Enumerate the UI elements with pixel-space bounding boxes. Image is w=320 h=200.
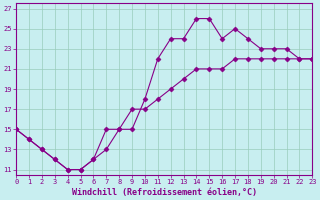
X-axis label: Windchill (Refroidissement éolien,°C): Windchill (Refroidissement éolien,°C) bbox=[72, 188, 257, 197]
